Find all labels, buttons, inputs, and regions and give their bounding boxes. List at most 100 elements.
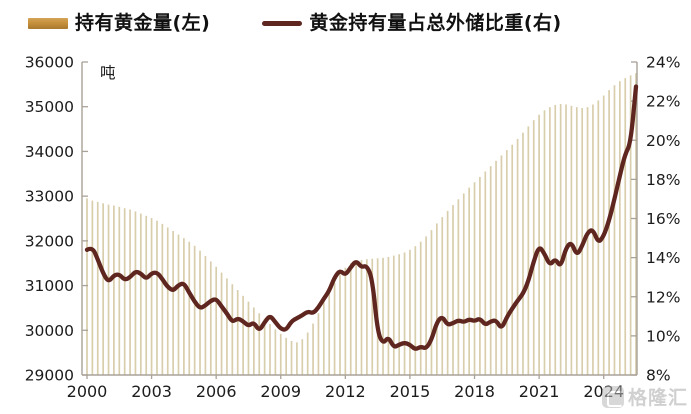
bar bbox=[500, 155, 503, 375]
bar bbox=[462, 193, 465, 375]
bar bbox=[145, 215, 148, 375]
bar bbox=[505, 150, 508, 375]
bar bbox=[209, 261, 212, 375]
bar bbox=[215, 266, 218, 375]
bar bbox=[86, 198, 88, 375]
bar bbox=[538, 114, 540, 375]
bar bbox=[382, 257, 384, 375]
left-axis-tick-label: 33000 bbox=[25, 188, 74, 206]
x-axis-tick-label: 2018 bbox=[454, 382, 495, 401]
bar bbox=[479, 176, 481, 375]
bar bbox=[183, 238, 185, 375]
legend-item-gold-holdings: 持有黄金量(左) bbox=[28, 13, 210, 33]
right-axis-tick-label: 12% bbox=[646, 288, 680, 306]
bar bbox=[586, 107, 589, 375]
bar bbox=[161, 223, 164, 375]
bar bbox=[274, 329, 277, 375]
bar bbox=[441, 217, 444, 375]
bar bbox=[96, 201, 99, 375]
bar bbox=[296, 342, 298, 375]
bar bbox=[489, 166, 492, 375]
right-axis-tick-label: 14% bbox=[646, 249, 680, 267]
bar bbox=[387, 256, 390, 375]
bar bbox=[236, 290, 239, 375]
bar bbox=[91, 200, 94, 375]
bar bbox=[629, 75, 632, 375]
left-axis-tick-label: 34000 bbox=[25, 143, 74, 161]
bar bbox=[457, 199, 460, 375]
x-axis-tick-label: 2003 bbox=[131, 382, 172, 401]
bar bbox=[554, 104, 557, 376]
bar bbox=[150, 218, 153, 375]
bar bbox=[522, 132, 524, 375]
bar bbox=[532, 120, 535, 375]
bar bbox=[113, 205, 115, 375]
bar bbox=[139, 213, 142, 375]
bar bbox=[592, 104, 594, 375]
left-axis-tick-label: 29000 bbox=[25, 367, 74, 385]
bar bbox=[414, 246, 417, 375]
bar bbox=[392, 255, 395, 375]
bar bbox=[118, 206, 121, 375]
bar bbox=[247, 301, 250, 375]
bar bbox=[613, 85, 616, 375]
right-axis-tick-label: 16% bbox=[646, 210, 680, 228]
bar bbox=[419, 241, 422, 375]
bar bbox=[129, 209, 131, 375]
bar bbox=[134, 211, 137, 375]
left-axis-tick-label: 36000 bbox=[25, 54, 74, 72]
right-axis-tick-label: 10% bbox=[646, 327, 680, 345]
bar bbox=[188, 241, 191, 375]
bar bbox=[263, 318, 266, 375]
bar bbox=[559, 104, 562, 375]
bar bbox=[102, 203, 104, 375]
bar bbox=[635, 73, 637, 376]
bar bbox=[473, 182, 476, 375]
bar bbox=[425, 236, 427, 375]
bar bbox=[258, 313, 261, 375]
bar bbox=[371, 258, 374, 375]
bar bbox=[123, 208, 126, 375]
bar bbox=[253, 307, 255, 375]
bar bbox=[322, 302, 325, 375]
left-axis-tick-label: 32000 bbox=[25, 232, 74, 250]
bar bbox=[516, 138, 519, 375]
bar bbox=[366, 259, 368, 375]
bar-series-swatch bbox=[28, 17, 68, 29]
line-series-swatch bbox=[262, 20, 303, 26]
bar bbox=[511, 144, 514, 375]
bar bbox=[231, 284, 234, 375]
bar bbox=[452, 205, 454, 375]
bar bbox=[306, 332, 309, 375]
bar bbox=[446, 210, 449, 375]
bar bbox=[177, 234, 180, 375]
bar bbox=[226, 278, 228, 375]
bar bbox=[549, 107, 551, 375]
gold-share-line bbox=[84, 84, 639, 351]
bar bbox=[317, 313, 320, 375]
right-axis-tick-label: 18% bbox=[646, 171, 680, 189]
bar bbox=[570, 105, 573, 375]
bar bbox=[430, 230, 433, 375]
legend-label-gold-share: 黄金持有量占总外储比重(右) bbox=[309, 11, 562, 34]
bar bbox=[527, 126, 530, 375]
left-axis-unit-label: 吨 bbox=[100, 64, 116, 82]
watermark-gelonghui: 格隆汇 bbox=[601, 383, 688, 410]
bar bbox=[166, 227, 169, 375]
x-axis-tick-label: 2021 bbox=[519, 382, 560, 401]
bar bbox=[344, 267, 347, 375]
watermark-text: 格隆汇 bbox=[627, 387, 688, 409]
x-axis-tick-label: 2015 bbox=[390, 382, 431, 401]
bar bbox=[409, 249, 411, 375]
bar bbox=[484, 171, 487, 375]
bar bbox=[242, 295, 244, 375]
legend-item-gold-share: 黄金持有量占总外储比重(右) bbox=[262, 11, 562, 34]
bar bbox=[398, 254, 401, 375]
bar bbox=[269, 324, 271, 375]
bar bbox=[333, 282, 336, 375]
bar bbox=[172, 231, 174, 375]
bar bbox=[543, 110, 546, 375]
left-axis-tick-label: 30000 bbox=[25, 322, 74, 340]
bar bbox=[204, 256, 207, 375]
